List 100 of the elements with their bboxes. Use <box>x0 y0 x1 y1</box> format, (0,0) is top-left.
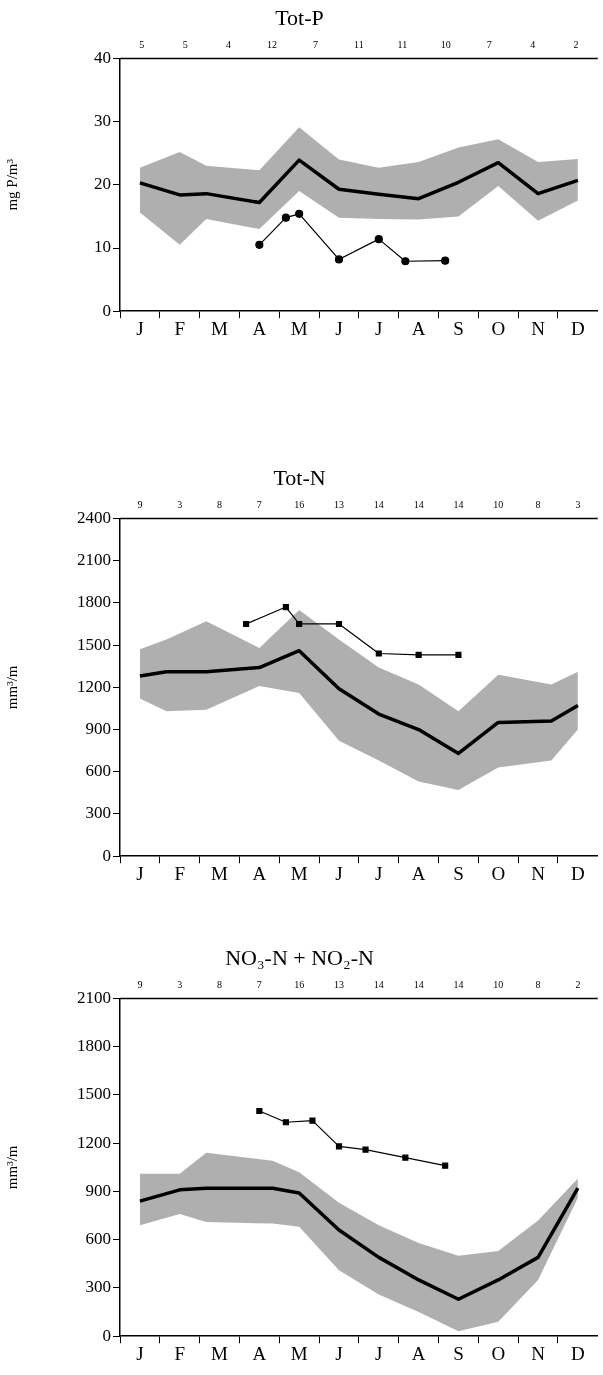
point <box>282 1119 289 1126</box>
x-tick-label: M <box>211 1342 229 1364</box>
x-tick-label: J <box>335 862 343 884</box>
text: 16 <box>294 499 305 511</box>
y-tick-label: 900 <box>85 718 111 738</box>
x-tick-label: N <box>531 1342 546 1364</box>
x-tick-label: F <box>174 1342 186 1364</box>
x-tick-label: O <box>491 862 506 884</box>
y-axis-title: mm³/m <box>3 1145 20 1190</box>
x-tick-label: S <box>453 317 464 339</box>
y-tick-label: 900 <box>85 1180 111 1200</box>
text: 9 <box>137 499 143 511</box>
y-tick-label: 0 <box>102 300 111 320</box>
text: 5 <box>139 39 145 51</box>
point <box>455 651 462 658</box>
x-tick-label: A <box>252 1342 267 1364</box>
point <box>401 257 410 266</box>
point <box>255 240 264 249</box>
text: 5 <box>182 39 188 51</box>
y-axis-title: mg P/m³ <box>3 158 20 211</box>
x-tick-label: J <box>375 1342 383 1364</box>
text: 14 <box>413 499 424 511</box>
text: 3 <box>177 499 183 511</box>
point <box>256 1107 263 1115</box>
text: 16 <box>294 979 305 991</box>
text: 7 <box>312 39 318 51</box>
chart-title: Tot-N <box>273 464 326 490</box>
x-tick-label: D <box>571 317 585 339</box>
x-tick-label: N <box>531 317 546 339</box>
text: 11 <box>354 39 364 51</box>
x-tick-label: M <box>290 862 308 884</box>
y-tick-label: 10 <box>94 237 111 257</box>
y-tick-label: 300 <box>85 803 111 823</box>
x-tick-label: N <box>531 862 546 884</box>
x-tick-label: A <box>252 862 267 884</box>
y-tick-label: 600 <box>85 1229 111 1249</box>
x-tick-label: M <box>211 317 229 339</box>
text: 3 <box>575 499 581 511</box>
point <box>441 256 450 265</box>
y-tick-label: 1500 <box>77 634 111 654</box>
text: 14 <box>413 979 424 991</box>
text: 13 <box>333 979 344 991</box>
point <box>335 1143 343 1150</box>
x-tick-label: F <box>174 862 186 884</box>
text: 4 <box>226 39 232 51</box>
y-tick-label: 1200 <box>77 676 111 696</box>
text: 8 <box>535 499 541 511</box>
y-tick-label: 30 <box>94 111 111 131</box>
text: 14 <box>373 499 384 511</box>
text: 14 <box>373 979 384 991</box>
point <box>402 1154 409 1161</box>
text: 4 <box>530 39 536 51</box>
point <box>335 620 343 628</box>
text: 13 <box>333 499 344 511</box>
text: 8 <box>217 499 223 511</box>
point <box>243 620 250 628</box>
text: 8 <box>535 979 541 991</box>
point <box>442 1162 449 1169</box>
y-tick-label: 1800 <box>77 592 111 612</box>
x-tick-label: J <box>375 317 383 339</box>
text: 3 <box>177 979 183 991</box>
y-tick-label: 600 <box>85 761 111 781</box>
point <box>374 235 383 244</box>
text: 2 <box>575 979 581 991</box>
y-tick-label: 1200 <box>77 1132 111 1152</box>
x-tick-label: J <box>335 317 343 339</box>
y-tick-label: 1500 <box>77 1084 111 1104</box>
y-tick-label: 2100 <box>77 550 111 570</box>
x-tick-label: J <box>375 862 383 884</box>
y-tick-label: 0 <box>102 845 111 865</box>
x-tick-label: J <box>335 1342 343 1364</box>
text: 7 <box>256 979 262 991</box>
x-tick-label: O <box>491 1342 506 1364</box>
y-tick-label: 1800 <box>77 1036 111 1056</box>
x-tick-label: D <box>571 862 585 884</box>
point <box>309 1117 316 1124</box>
text: 9 <box>137 979 143 991</box>
x-tick-label: J <box>136 317 144 339</box>
text: 10 <box>493 499 504 511</box>
text: 2 <box>573 39 579 51</box>
text: 7 <box>486 39 492 51</box>
x-tick-label: M <box>211 862 229 884</box>
x-tick-label: A <box>411 317 426 339</box>
text: 14 <box>453 499 464 511</box>
point <box>375 650 382 657</box>
point <box>296 620 303 628</box>
text: 12 <box>267 39 278 51</box>
y-tick-label: 20 <box>94 174 111 194</box>
x-tick-label: S <box>453 862 464 884</box>
text: 11 <box>397 39 408 51</box>
chart-title: Tot-P <box>275 4 324 30</box>
x-tick-label: A <box>252 317 267 339</box>
y-tick-label: 300 <box>85 1277 111 1297</box>
point <box>295 209 304 218</box>
x-tick-label: A <box>411 862 426 884</box>
point <box>282 604 289 611</box>
point <box>362 1146 369 1153</box>
x-tick-label: A <box>411 1342 426 1364</box>
text: 10 <box>493 979 504 991</box>
point <box>281 213 290 222</box>
